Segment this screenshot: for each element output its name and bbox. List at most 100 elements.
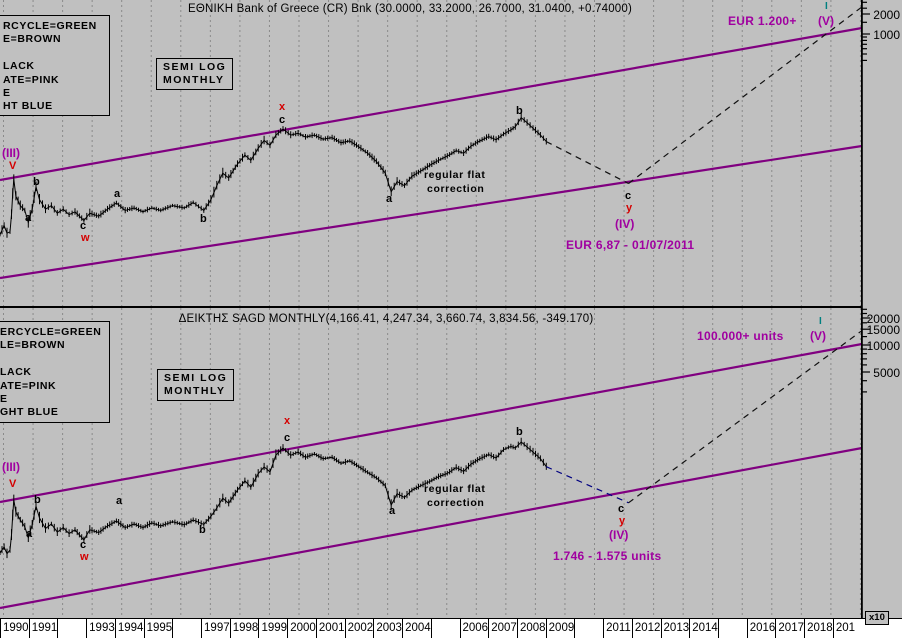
bottom-chart-title: ΔΕΙΚΤΗΣ SAGD MONTHLY(4,166.41, 4,247.34,…	[178, 313, 594, 325]
x-axis-year-cell: 1995	[143, 619, 173, 638]
wave-label: c	[625, 190, 632, 202]
x-axis-year-cell: 2003	[373, 619, 402, 638]
scale-type-label: SEMI LOG	[163, 61, 227, 73]
wave-label: b	[516, 105, 523, 117]
degree-legend-line: E	[3, 87, 11, 100]
price-target-label: 100.000+ units	[697, 329, 784, 343]
wave-label: b	[33, 176, 40, 188]
price-target-label: EUR 6,87 - 01/07/2011	[566, 238, 695, 252]
scale-period-label: MONTHLY	[164, 385, 226, 397]
wave-label: c	[80, 220, 87, 232]
scale-period-label: MONTHLY	[163, 74, 225, 86]
degree-legend-line	[0, 353, 109, 366]
degree-legend-line: LACK	[3, 60, 35, 73]
x-axis-year-cell: 2007	[488, 619, 517, 638]
scale-type-label: SEMI LOG	[164, 372, 228, 384]
wave-label: a	[116, 495, 123, 507]
wave-label: I	[819, 316, 822, 327]
x-axis-year-cell: 2012	[631, 619, 661, 638]
top-scale-box: SEMI LOG MONTHLY	[156, 58, 234, 90]
x-axis-year-cell: 2014	[689, 619, 718, 638]
wave-degree-label: (IV)	[609, 528, 629, 542]
x-axis-year-cell: 1993	[86, 619, 115, 638]
x-axis-year-cells: 1990 1991 1993 1994 1995 1997 1998 1999 2000 2001…	[0, 619, 862, 638]
degree-legend-line	[3, 47, 109, 60]
x-axis-year-cell: 2013	[660, 619, 690, 638]
x-axis-year-cell	[430, 619, 460, 638]
x-axis-year-cell	[172, 619, 201, 638]
wave-label: w	[81, 232, 90, 244]
wave-label: a	[25, 212, 32, 224]
wave-label: w	[80, 551, 89, 563]
y-axis-label: 20000	[866, 312, 900, 326]
wave-label: b	[199, 524, 206, 536]
wave-label: correction	[427, 183, 485, 195]
wave-label: a	[114, 188, 121, 200]
x-axis-year-cell: 2001	[315, 619, 345, 638]
x-axis-year-cell: 1997	[201, 619, 230, 638]
wave-label: V	[9, 478, 17, 490]
y-axis-label: 10000	[866, 339, 900, 353]
top-chart-title: EΘNIKH Bank of Greece (CR) Bnk (30.0000,…	[187, 3, 633, 15]
wave-label: x	[279, 101, 286, 113]
degree-legend-line: GHT BLUE	[0, 406, 59, 419]
wave-label: c	[284, 432, 291, 444]
x-axis-year-cell: 2011	[603, 619, 632, 638]
x-axis-year-cell: 1998	[229, 619, 259, 638]
x-axis-year-cell	[574, 619, 603, 638]
degree-legend-line: ATE=PINK	[0, 379, 57, 392]
x-axis[interactable]: 1990 1991 1993 1994 1995 1997 1998 1999 2000 2001…	[0, 618, 902, 638]
wave-label: correction	[427, 497, 485, 509]
wave-label: y	[619, 515, 626, 527]
wave-degree-label: (III)	[2, 146, 20, 160]
degree-legend-line: ATE=PINK	[3, 73, 60, 86]
degree-legend-line: E	[0, 393, 8, 406]
price-target-label: EUR 1.200+	[728, 14, 797, 28]
wave-degree-label: (V)	[818, 14, 834, 28]
wave-label: a	[26, 528, 33, 540]
x-axis-year-cell: 2018	[804, 619, 833, 638]
x-axis-year-cell: 2017	[775, 619, 804, 638]
wave-label: b	[516, 426, 523, 438]
wave-degree-label: (III)	[2, 460, 20, 474]
price-target-label: 1.746 - 1.575 units	[553, 549, 662, 563]
x-axis-year-cell: 2016	[746, 619, 776, 638]
wave-label: regular flat	[424, 483, 486, 495]
x-axis-year-cell: 1991	[28, 619, 58, 638]
degree-legend-line: E=BROWN	[3, 33, 62, 46]
wave-label: V	[9, 160, 17, 172]
x-axis-year-cell: 2008	[516, 619, 546, 638]
x-axis-year-cell: 1990	[0, 619, 29, 638]
x-axis-year-cell: 1999	[258, 619, 287, 638]
degree-legend-line: LE=BROWN	[0, 339, 66, 352]
x-axis-year-cell	[717, 619, 747, 638]
axis-multiplier-badge: x10	[865, 611, 889, 625]
x-axis-year-cell: 2004	[402, 619, 431, 638]
wave-label: b	[200, 213, 207, 225]
x-axis-year-cell: 201	[832, 619, 862, 638]
degree-legend-line: ERCYCLE=GREEN	[0, 326, 102, 338]
top-degree-legend: RCYCLE=GREEN E=BROWN LACK ATE=PINK E HT BLUE	[0, 15, 110, 116]
degree-legend-line: RCYCLE=GREEN	[3, 20, 97, 32]
x-axis-year-cell	[57, 619, 86, 638]
wave-label: I	[825, 1, 828, 12]
y-axis-label: 2000	[873, 8, 900, 22]
wave-label: a	[389, 505, 396, 517]
x-axis-year-cell: 2006	[459, 619, 489, 638]
wave-label: c	[279, 114, 286, 126]
degree-legend-line: LACK	[0, 366, 32, 379]
x-axis-year-cell: 2000	[287, 619, 316, 638]
x-axis-year-cell: 2002	[344, 619, 374, 638]
y-axis-label: 1000	[873, 28, 900, 42]
degree-legend-line: HT BLUE	[3, 100, 53, 113]
wave-label: c	[618, 503, 625, 515]
y-axis-label: 5000	[873, 366, 900, 380]
wave-label: c	[80, 539, 87, 551]
wave-label: a	[386, 193, 393, 205]
wave-degree-label: (V)	[810, 329, 826, 343]
x-axis-year-cell: 2009	[545, 619, 575, 638]
wave-label: b	[34, 494, 41, 506]
y-axis-label: 15000	[866, 323, 900, 337]
bottom-degree-legend: ERCYCLE=GREEN LE=BROWN LACK ATE=PINK E GHT B…	[0, 321, 110, 423]
